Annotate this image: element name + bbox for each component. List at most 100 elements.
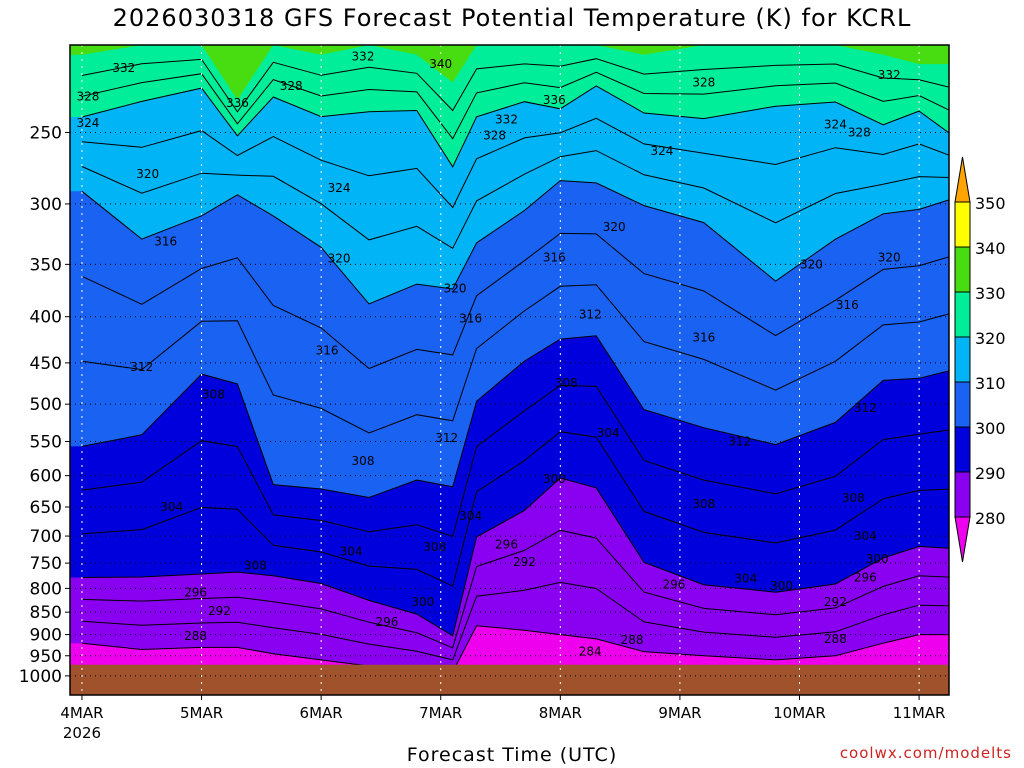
- contour-label-7: 336: [543, 93, 566, 107]
- y-tick-label-250: 250: [30, 123, 62, 143]
- contour-label-49: 296: [854, 570, 877, 584]
- colorbar-label-340: 340: [975, 239, 1006, 258]
- contour-label-36: 308: [352, 454, 375, 468]
- contour-label-17: 320: [603, 220, 626, 234]
- isentrope-line-9: [81, 180, 949, 305]
- colorbar-label-350: 350: [975, 194, 1006, 213]
- colorbar-label-290: 290: [975, 464, 1006, 483]
- contour-label-18: 316: [543, 251, 566, 265]
- contour-label-21: 320: [878, 251, 901, 265]
- contour-label-31: 308: [555, 376, 578, 390]
- contour-label-16: 324: [328, 181, 351, 195]
- x-tick-label-4MAR: 4MAR: [60, 704, 103, 722]
- y-tick-label-300: 300: [30, 195, 62, 215]
- colorbar-label-280: 280: [975, 509, 1006, 528]
- contour-label-34: 312: [728, 435, 751, 449]
- contour-label-11: 332: [878, 68, 901, 82]
- contour-label-61: 284: [579, 645, 602, 659]
- contour-label-42: 304: [854, 529, 877, 543]
- isentrope-line-7: [81, 284, 949, 434]
- isentrope-line-10: [81, 150, 949, 250]
- contour-label-58: 288: [184, 629, 207, 643]
- x-tick-sublabel-4MAR: 2026: [63, 724, 101, 742]
- y-tick-label-550: 550: [30, 433, 62, 453]
- source-credit: coolwx.com/modelts: [839, 744, 1012, 762]
- y-tick-label-700: 700: [30, 527, 62, 547]
- contour-label-1: 328: [76, 89, 99, 103]
- contour-label-19: 320: [328, 252, 351, 266]
- colorbar-label-310: 310: [975, 374, 1006, 393]
- isentrope-line-1: [81, 581, 949, 661]
- colorbar-label-330: 330: [975, 284, 1006, 303]
- colorbar-bottom-arrow: [954, 516, 971, 563]
- colorbar-swatch-2: [954, 291, 971, 338]
- y-tick-label-950: 950: [30, 647, 62, 667]
- y-tick-label-800: 800: [30, 579, 62, 599]
- theta-band-340: [70, 45, 949, 100]
- y-tick-label-500: 500: [30, 395, 62, 415]
- contour-label-2: 324: [76, 116, 99, 130]
- x-tick-label-10MAR: 10MAR: [773, 704, 826, 722]
- isentrope-line-4: [81, 431, 949, 587]
- colorbar-swatch-5: [954, 426, 971, 473]
- contour-label-50: 304: [734, 571, 757, 585]
- contour-label-35: 312: [435, 431, 458, 445]
- contour-label-12: 324: [824, 118, 847, 132]
- contour-label-59: 288: [621, 633, 644, 647]
- isentrope-line-6: [81, 335, 949, 499]
- contour-label-32: 312: [854, 401, 877, 415]
- contour-label-10: 328: [692, 75, 715, 89]
- contour-label-40: 304: [160, 500, 183, 514]
- contour-label-44: 308: [423, 540, 446, 554]
- x-tick-label-5MAR: 5MAR: [180, 704, 223, 722]
- contour-label-9: 328: [483, 129, 506, 143]
- colorbar-swatch-3: [954, 336, 971, 383]
- contour-label-4: 328: [280, 79, 303, 93]
- y-tick-label-900: 900: [30, 626, 62, 646]
- contour-label-48: 292: [513, 555, 536, 569]
- x-tick-label-7MAR: 7MAR: [419, 704, 462, 722]
- contour-label-6: 340: [429, 57, 452, 71]
- y-tick-label-350: 350: [30, 255, 62, 275]
- contour-label-41: 304: [459, 509, 482, 523]
- isentrope-line-5: [81, 384, 949, 538]
- contour-label-45: 304: [340, 544, 363, 558]
- colorbar-swatch-0: [954, 201, 971, 248]
- contour-label-23: 320: [444, 281, 467, 295]
- colorbar-swatch-1: [954, 246, 971, 293]
- colorbar-label-300: 300: [975, 419, 1006, 438]
- contour-label-13: 328: [848, 125, 871, 139]
- contour-label-22: 316: [154, 234, 177, 248]
- contour-label-28: 316: [316, 343, 339, 357]
- y-tick-label-600: 600: [30, 467, 62, 487]
- contour-label-55: 292: [824, 595, 847, 609]
- contour-label-56: 300: [411, 595, 434, 609]
- contour-label-15: 320: [136, 167, 159, 181]
- x-tick-label-8MAR: 8MAR: [539, 704, 582, 722]
- contour-label-3: 336: [226, 96, 249, 110]
- contour-label-26: 316: [836, 298, 859, 312]
- plot-frame: [69, 44, 950, 696]
- isentrope-line-13: [81, 71, 949, 140]
- colorbar-label-320: 320: [975, 329, 1006, 348]
- contour-label-20: 320: [800, 257, 823, 271]
- isentrope-line-0: [81, 625, 949, 673]
- y-tick-label-400: 400: [30, 308, 62, 328]
- contour-label-54: 292: [208, 604, 231, 618]
- contour-label-46: 300: [866, 552, 889, 566]
- contour-label-25: 312: [579, 308, 602, 322]
- isentrope-line-2: [81, 529, 949, 649]
- x-tick-label-11MAR: 11MAR: [893, 704, 946, 722]
- y-tick-label-750: 750: [30, 554, 62, 574]
- contour-label-37: 300: [543, 472, 566, 486]
- contour-label-5: 332: [352, 50, 375, 64]
- ground-surface: [70, 664, 949, 695]
- x-tick-label-9MAR: 9MAR: [658, 704, 701, 722]
- contour-label-60: 288: [824, 632, 847, 646]
- isentrope-line-3: [81, 477, 949, 637]
- contour-label-38: 308: [692, 497, 715, 511]
- isentrope-line-8: [81, 232, 949, 370]
- contour-label-51: 300: [770, 579, 793, 593]
- colorbar-top-arrow: [954, 156, 971, 203]
